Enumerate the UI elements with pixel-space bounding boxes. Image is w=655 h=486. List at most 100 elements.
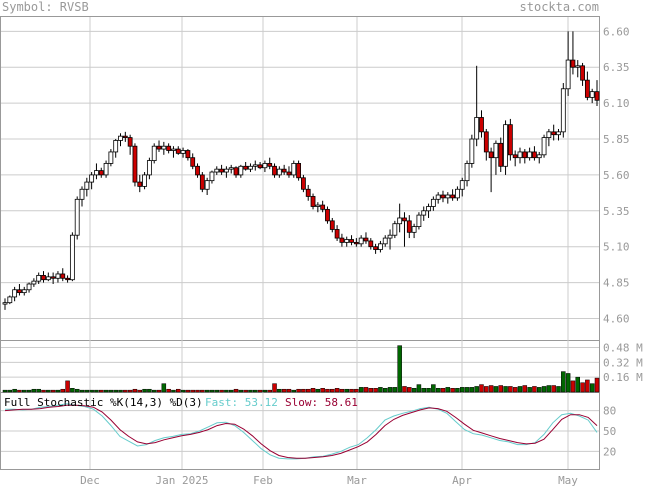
volume-bar — [79, 389, 85, 393]
candle-body — [50, 276, 56, 279]
candle-body — [589, 91, 595, 98]
candle-body — [450, 194, 456, 199]
volume-bars — [2, 345, 600, 393]
volume-bar — [200, 389, 205, 393]
volume-bar — [488, 385, 494, 393]
volume-bar — [474, 386, 479, 393]
volume-bar — [440, 388, 446, 393]
volume-bar — [387, 387, 393, 393]
candle-body — [257, 164, 263, 169]
volume-bar — [60, 388, 66, 393]
candle-body — [339, 237, 345, 243]
volume-bar — [243, 389, 248, 393]
stochastic-slow-label: Slow: 58.61 — [285, 396, 358, 409]
volume-bar — [185, 389, 191, 393]
volume-bar — [378, 387, 383, 393]
volume-bar — [70, 388, 75, 393]
candle-body — [137, 181, 143, 187]
volume-bar — [171, 389, 176, 393]
volume-bar — [50, 389, 56, 393]
volume-bar — [536, 387, 542, 393]
candle-body — [17, 289, 22, 294]
volume-bar — [65, 380, 70, 393]
candle-body — [493, 142, 499, 159]
volume-bar — [397, 345, 402, 393]
candle-body — [512, 154, 518, 159]
candle-body — [156, 145, 162, 150]
candle-body — [171, 148, 176, 151]
candle-body — [94, 170, 99, 176]
candle-body — [329, 220, 335, 230]
volume-bar — [176, 388, 181, 393]
candle-body — [166, 145, 172, 151]
volume-bar — [459, 387, 465, 393]
candle-body — [392, 223, 398, 236]
candle-body — [267, 163, 273, 167]
candle-body — [387, 234, 393, 239]
candle-body — [132, 145, 138, 183]
candle-body — [305, 188, 311, 197]
candle-body — [440, 194, 446, 199]
candle-body — [26, 283, 32, 291]
candle-body — [426, 206, 431, 212]
stochastic-title: Full Stochastic %K(14,3) %D(3) — [4, 396, 203, 409]
volume-bar — [296, 388, 301, 393]
candle-body — [209, 171, 215, 182]
volume-bar — [277, 388, 282, 393]
candle-body — [315, 204, 321, 207]
volume-bar — [224, 389, 229, 393]
candle-body — [238, 165, 244, 176]
candle-body — [325, 208, 330, 222]
candle-body — [459, 180, 465, 190]
price-tick-label: 5.35 — [603, 205, 630, 218]
candle-body — [430, 198, 436, 207]
candle-body — [469, 138, 475, 164]
volume-bar — [373, 388, 378, 393]
volume-bar — [151, 389, 157, 393]
candle-body — [151, 145, 157, 161]
candle-body — [416, 214, 422, 227]
volume-bar — [358, 387, 364, 393]
volume-bar — [238, 389, 244, 393]
volume-bar — [142, 388, 147, 393]
volume-bar — [561, 371, 566, 393]
candle-body — [556, 131, 561, 136]
price-tick-label: 5.60 — [603, 169, 630, 182]
volume-bar — [94, 389, 99, 393]
volume-bar — [479, 384, 484, 393]
candle-body — [190, 157, 196, 167]
candle-body — [272, 165, 277, 176]
volume-bar — [166, 388, 171, 393]
candle-body — [146, 160, 152, 176]
volume-bar — [484, 386, 489, 393]
candle-body — [378, 243, 383, 250]
month-tick-label: Dec — [80, 474, 100, 486]
volume-bar — [411, 388, 417, 393]
volume-bar — [74, 388, 80, 393]
candle-body — [310, 196, 316, 207]
volume-bar — [517, 386, 523, 393]
candle-body — [479, 117, 484, 133]
volume-bar — [445, 387, 451, 393]
volume-bar — [301, 388, 306, 393]
candle-body — [12, 289, 18, 298]
volume-bar — [570, 380, 576, 393]
volume-bar — [17, 389, 22, 393]
month-tick-label: Jan 2025 — [156, 474, 209, 486]
candle-body — [60, 273, 66, 279]
volume-bar — [262, 389, 268, 393]
volume-bar — [508, 386, 513, 393]
candle-body — [483, 131, 489, 153]
candle-body — [445, 194, 451, 199]
volume-bar — [339, 388, 345, 393]
candle-body — [243, 165, 249, 170]
volume-bar — [363, 387, 369, 393]
volume-bar — [204, 389, 210, 393]
volume-bar — [503, 386, 508, 393]
candle-body — [161, 145, 167, 150]
volume-bar — [190, 389, 195, 393]
volume-bar — [450, 388, 455, 393]
candle-body — [84, 181, 90, 190]
candle-body — [45, 276, 51, 281]
